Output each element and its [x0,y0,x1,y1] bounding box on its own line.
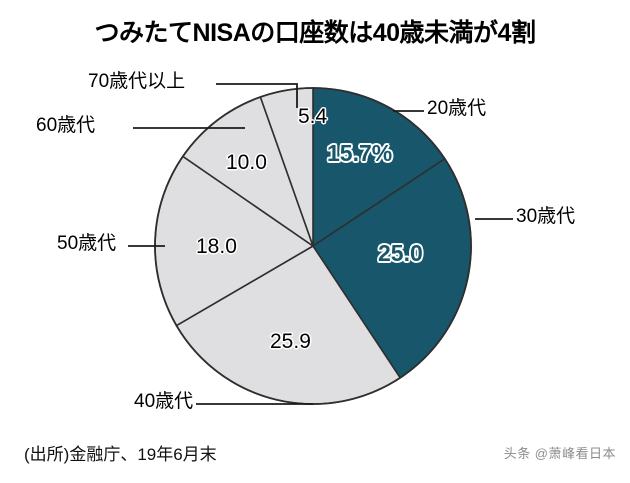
value-label-40s: 25.9 [270,330,311,353]
category-label-50s: 50歳代 [57,233,117,254]
category-label-20s: 20歳代 [427,98,487,119]
value-label-30s: 25.0 [378,240,423,266]
watermark: 头条 @萧峰看日本 [503,446,616,461]
chart-title: つみたてNISAの口座数は40歳未満が4割 [94,19,536,47]
source-note: (出所)金融庁、19年6月末 [24,445,217,464]
category-label-30s: 30歳代 [516,206,576,227]
category-label-40s: 40歳代 [134,391,194,412]
category-label-70s: 70歳代以上 [88,71,186,92]
value-label-70s: 5.4 [298,105,328,128]
leader-line-70s [216,83,298,108]
value-label-60s: 10.0 [226,151,267,174]
value-label-20s: 15.7% [327,140,393,166]
category-label-60s: 60歳代 [36,115,96,136]
value-label-50s: 18.0 [196,235,237,258]
